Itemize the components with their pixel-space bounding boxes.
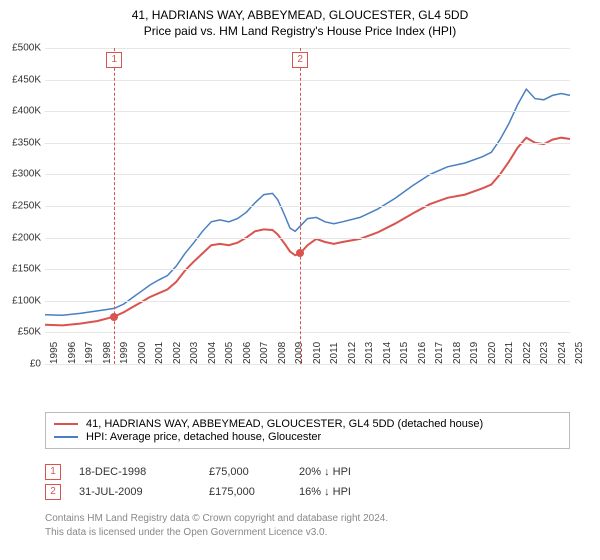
sale-row-number: 1 <box>45 464 61 480</box>
chart-gridline <box>45 301 570 302</box>
sale-row-price: £75,000 <box>209 466 299 478</box>
sale-row-date: 31-JUL-2009 <box>79 486 209 498</box>
chart-series-property <box>45 138 570 326</box>
legend-label: HPI: Average price, detached house, Glou… <box>86 431 321 443</box>
chart-container: 41, HADRIANS WAY, ABBEYMEAD, GLOUCESTER,… <box>0 0 600 560</box>
sale-row-price: £175,000 <box>209 486 299 498</box>
legend-swatch <box>54 436 78 438</box>
chart-gridline <box>45 332 570 333</box>
legend-item: 41, HADRIANS WAY, ABBEYMEAD, GLOUCESTER,… <box>54 418 561 430</box>
yaxis-tick-label: £250K <box>12 201 45 212</box>
yaxis-tick-label: £450K <box>12 74 45 85</box>
sale-row-number: 2 <box>45 484 61 500</box>
footer-line-2: This data is licensed under the Open Gov… <box>45 526 570 540</box>
footer-line-1: Contains HM Land Registry data © Crown c… <box>45 512 570 526</box>
sale-row: 1 18-DEC-1998£75,00020% ↓ HPI <box>45 464 570 480</box>
sale-row-delta: 16% ↓ HPI <box>299 486 409 498</box>
chart-title: 41, HADRIANS WAY, ABBEYMEAD, GLOUCESTER,… <box>10 8 590 22</box>
yaxis-tick-label: £150K <box>12 264 45 275</box>
chart-gridline <box>45 238 570 239</box>
sale-marker-number: 2 <box>292 52 308 68</box>
chart-subtitle: Price paid vs. HM Land Registry's House … <box>10 24 590 38</box>
chart-header: 41, HADRIANS WAY, ABBEYMEAD, GLOUCESTER,… <box>0 0 600 42</box>
chart-gridline <box>45 111 570 112</box>
yaxis-tick-label: £400K <box>12 106 45 117</box>
legend: 41, HADRIANS WAY, ABBEYMEAD, GLOUCESTER,… <box>45 412 570 449</box>
chart-series-hpi <box>45 89 570 315</box>
sale-marker-dot <box>296 249 304 257</box>
sale-row-delta: 20% ↓ HPI <box>299 466 409 478</box>
yaxis-tick-label: £500K <box>12 43 45 54</box>
sale-row: 2 31-JUL-2009£175,00016% ↓ HPI <box>45 484 570 500</box>
legend-swatch <box>54 423 78 425</box>
sale-marker-number: 1 <box>106 52 122 68</box>
sale-marker-line <box>300 48 301 364</box>
chart-footer: Contains HM Land Registry data © Crown c… <box>45 512 570 539</box>
chart-gridline <box>45 80 570 81</box>
yaxis-tick-label: £0 <box>30 359 45 370</box>
chart-gridline <box>45 48 570 49</box>
sale-row-date: 18-DEC-1998 <box>79 466 209 478</box>
yaxis-tick-label: £350K <box>12 137 45 148</box>
chart-gridline <box>45 364 570 365</box>
sale-marker-dot <box>110 313 118 321</box>
chart-plot-area: £0£50K£100K£150K£200K£250K£300K£350K£400… <box>45 48 570 364</box>
legend-item: HPI: Average price, detached house, Glou… <box>54 431 561 443</box>
chart-gridline <box>45 206 570 207</box>
legend-label: 41, HADRIANS WAY, ABBEYMEAD, GLOUCESTER,… <box>86 418 483 430</box>
chart-gridline <box>45 174 570 175</box>
yaxis-tick-label: £300K <box>12 169 45 180</box>
yaxis-tick-label: £100K <box>12 295 45 306</box>
yaxis-tick-label: £50K <box>18 327 45 338</box>
yaxis-tick-label: £200K <box>12 232 45 243</box>
chart-gridline <box>45 269 570 270</box>
sales-table: 1 18-DEC-1998£75,00020% ↓ HPI 2 31-JUL-2009… <box>45 460 570 504</box>
chart-gridline <box>45 143 570 144</box>
